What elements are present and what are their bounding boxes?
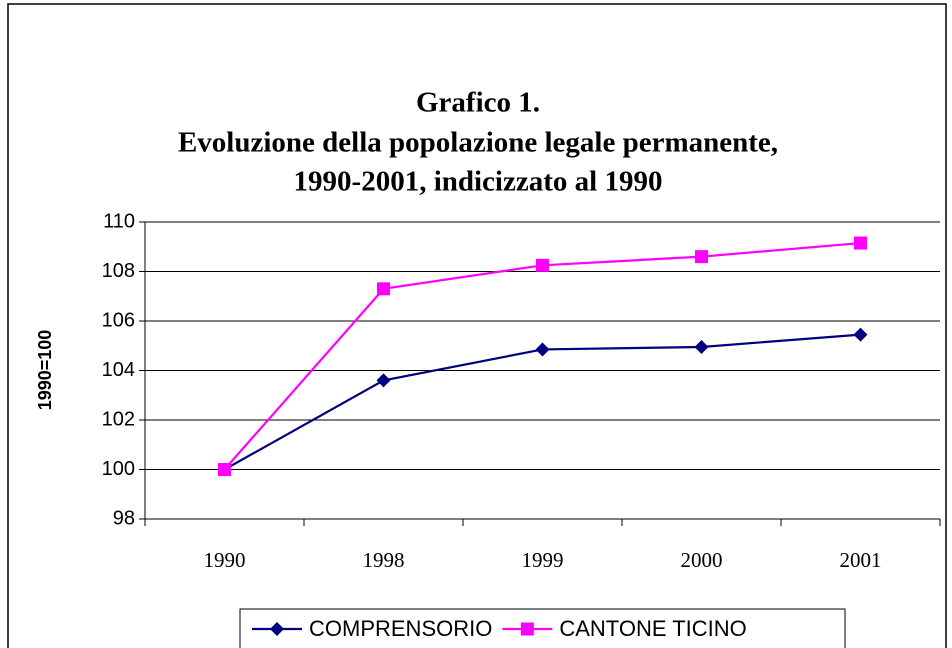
y-axis-label: 1990=100 (35, 330, 55, 411)
data-point (218, 463, 231, 476)
x-tick-label: 1990 (204, 548, 246, 572)
data-point (854, 236, 867, 250)
legend-label: CANTONE TICINO (559, 616, 746, 641)
data-point (535, 342, 550, 357)
y-tick-label: 102 (102, 408, 135, 430)
x-tick-label: 2001 (840, 548, 882, 572)
y-tick-label: 98 (113, 507, 135, 529)
data-point (377, 282, 390, 296)
x-tick-label: 1999 (522, 548, 564, 572)
y-tick-label: 110 (103, 210, 135, 232)
chart-frame (7, 3, 947, 648)
y-tick-label: 108 (102, 260, 135, 282)
legend-marker (270, 622, 284, 636)
data-point (853, 327, 868, 342)
data-point (536, 258, 549, 272)
chart-title: Evoluzione della popolazione legale perm… (178, 127, 778, 159)
data-point (694, 339, 709, 354)
legend-label: COMPRENSORIO (309, 616, 492, 641)
legend-marker (520, 622, 534, 636)
chart-title: 1990-2001, indicizzato al 1990 (294, 166, 663, 198)
x-tick-label: 2000 (681, 548, 723, 572)
chart-title: Grafico 1. (416, 87, 540, 119)
y-tick-label: 100 (102, 458, 135, 480)
data-point (376, 373, 391, 388)
y-tick-label: 106 (102, 309, 135, 331)
x-tick-label: 1998 (363, 548, 405, 572)
data-point (695, 250, 708, 264)
y-tick-label: 104 (102, 359, 135, 381)
